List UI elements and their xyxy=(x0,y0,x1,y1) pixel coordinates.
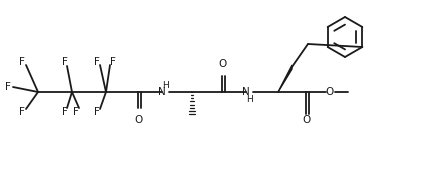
Text: O: O xyxy=(135,115,143,125)
Text: F: F xyxy=(94,107,100,117)
Text: O: O xyxy=(303,115,311,125)
Text: F: F xyxy=(19,107,25,117)
Text: O: O xyxy=(219,59,227,69)
Text: F: F xyxy=(19,57,25,67)
Text: F: F xyxy=(94,57,100,67)
Text: F: F xyxy=(73,107,79,117)
Text: F: F xyxy=(5,82,11,92)
Text: N: N xyxy=(242,87,250,97)
Polygon shape xyxy=(278,65,292,92)
Text: F: F xyxy=(110,57,116,67)
Text: N: N xyxy=(158,87,166,97)
Text: O: O xyxy=(326,87,334,97)
Polygon shape xyxy=(278,67,293,93)
Text: H: H xyxy=(247,95,253,104)
Text: F: F xyxy=(62,107,68,117)
Text: F: F xyxy=(62,57,68,67)
Text: H: H xyxy=(163,80,169,89)
